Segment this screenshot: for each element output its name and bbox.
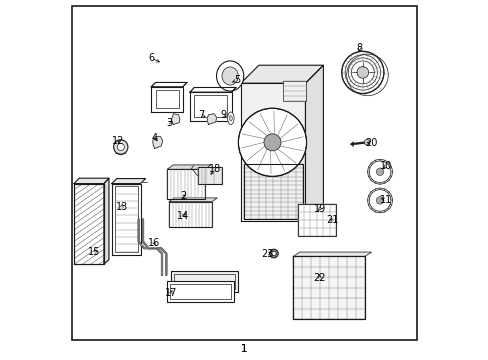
Bar (169, 202, 212, 227)
Polygon shape (74, 184, 104, 264)
Bar (115, 186, 137, 252)
Bar (170, 284, 230, 299)
Bar (167, 169, 204, 199)
Ellipse shape (216, 61, 244, 91)
Bar (297, 204, 336, 235)
Text: 6: 6 (148, 53, 154, 63)
Bar (167, 281, 233, 302)
Text: 17: 17 (164, 288, 177, 298)
Bar (194, 95, 227, 117)
Circle shape (356, 67, 368, 78)
Text: 8: 8 (355, 43, 362, 53)
Circle shape (113, 140, 128, 154)
Text: 7: 7 (198, 111, 204, 121)
Circle shape (271, 251, 276, 256)
Polygon shape (207, 114, 216, 125)
Text: 21: 21 (325, 215, 338, 225)
Bar (293, 256, 364, 319)
Circle shape (376, 168, 383, 176)
Bar (293, 256, 364, 319)
Circle shape (364, 139, 369, 145)
Polygon shape (241, 65, 323, 83)
Text: 19: 19 (313, 204, 325, 214)
Bar (198, 167, 222, 184)
Text: 11: 11 (379, 195, 391, 205)
Polygon shape (190, 87, 235, 92)
Polygon shape (167, 165, 210, 169)
Text: 14: 14 (177, 211, 189, 221)
Text: 3: 3 (166, 118, 172, 128)
Text: 12: 12 (112, 136, 124, 145)
Polygon shape (112, 184, 140, 255)
Text: 16: 16 (148, 238, 160, 248)
Text: 5: 5 (234, 75, 240, 85)
Text: 23: 23 (261, 248, 273, 258)
Circle shape (368, 190, 390, 211)
Bar (155, 90, 178, 108)
Circle shape (376, 197, 383, 204)
Polygon shape (152, 136, 163, 148)
Circle shape (264, 134, 281, 151)
Text: 10: 10 (379, 161, 391, 171)
Circle shape (117, 143, 124, 150)
Text: 20: 20 (365, 139, 377, 148)
Polygon shape (190, 92, 231, 121)
Ellipse shape (222, 67, 238, 85)
Ellipse shape (227, 112, 234, 125)
Circle shape (238, 108, 306, 176)
Text: 9: 9 (220, 111, 225, 121)
Polygon shape (171, 114, 180, 125)
Polygon shape (241, 83, 305, 221)
Text: 2: 2 (180, 191, 186, 201)
Polygon shape (151, 87, 183, 112)
Text: 13: 13 (116, 202, 128, 212)
Bar (282, 81, 305, 101)
Text: 1: 1 (241, 344, 247, 354)
Text: 15: 15 (88, 247, 101, 257)
Circle shape (269, 249, 278, 258)
Bar (174, 274, 234, 289)
Text: 1: 1 (241, 344, 247, 354)
Ellipse shape (229, 116, 232, 121)
Polygon shape (151, 82, 187, 87)
Polygon shape (104, 178, 109, 264)
Polygon shape (305, 65, 323, 221)
Bar (171, 271, 237, 292)
Circle shape (367, 188, 392, 213)
Bar (223, 63, 238, 81)
Polygon shape (112, 179, 145, 184)
Text: 18: 18 (208, 164, 221, 174)
Text: 22: 22 (313, 273, 325, 283)
Polygon shape (74, 178, 109, 184)
Polygon shape (169, 198, 217, 202)
Circle shape (368, 161, 390, 183)
Circle shape (367, 159, 392, 184)
Bar (244, 164, 303, 220)
Polygon shape (293, 252, 371, 256)
Text: 4: 4 (151, 133, 158, 143)
